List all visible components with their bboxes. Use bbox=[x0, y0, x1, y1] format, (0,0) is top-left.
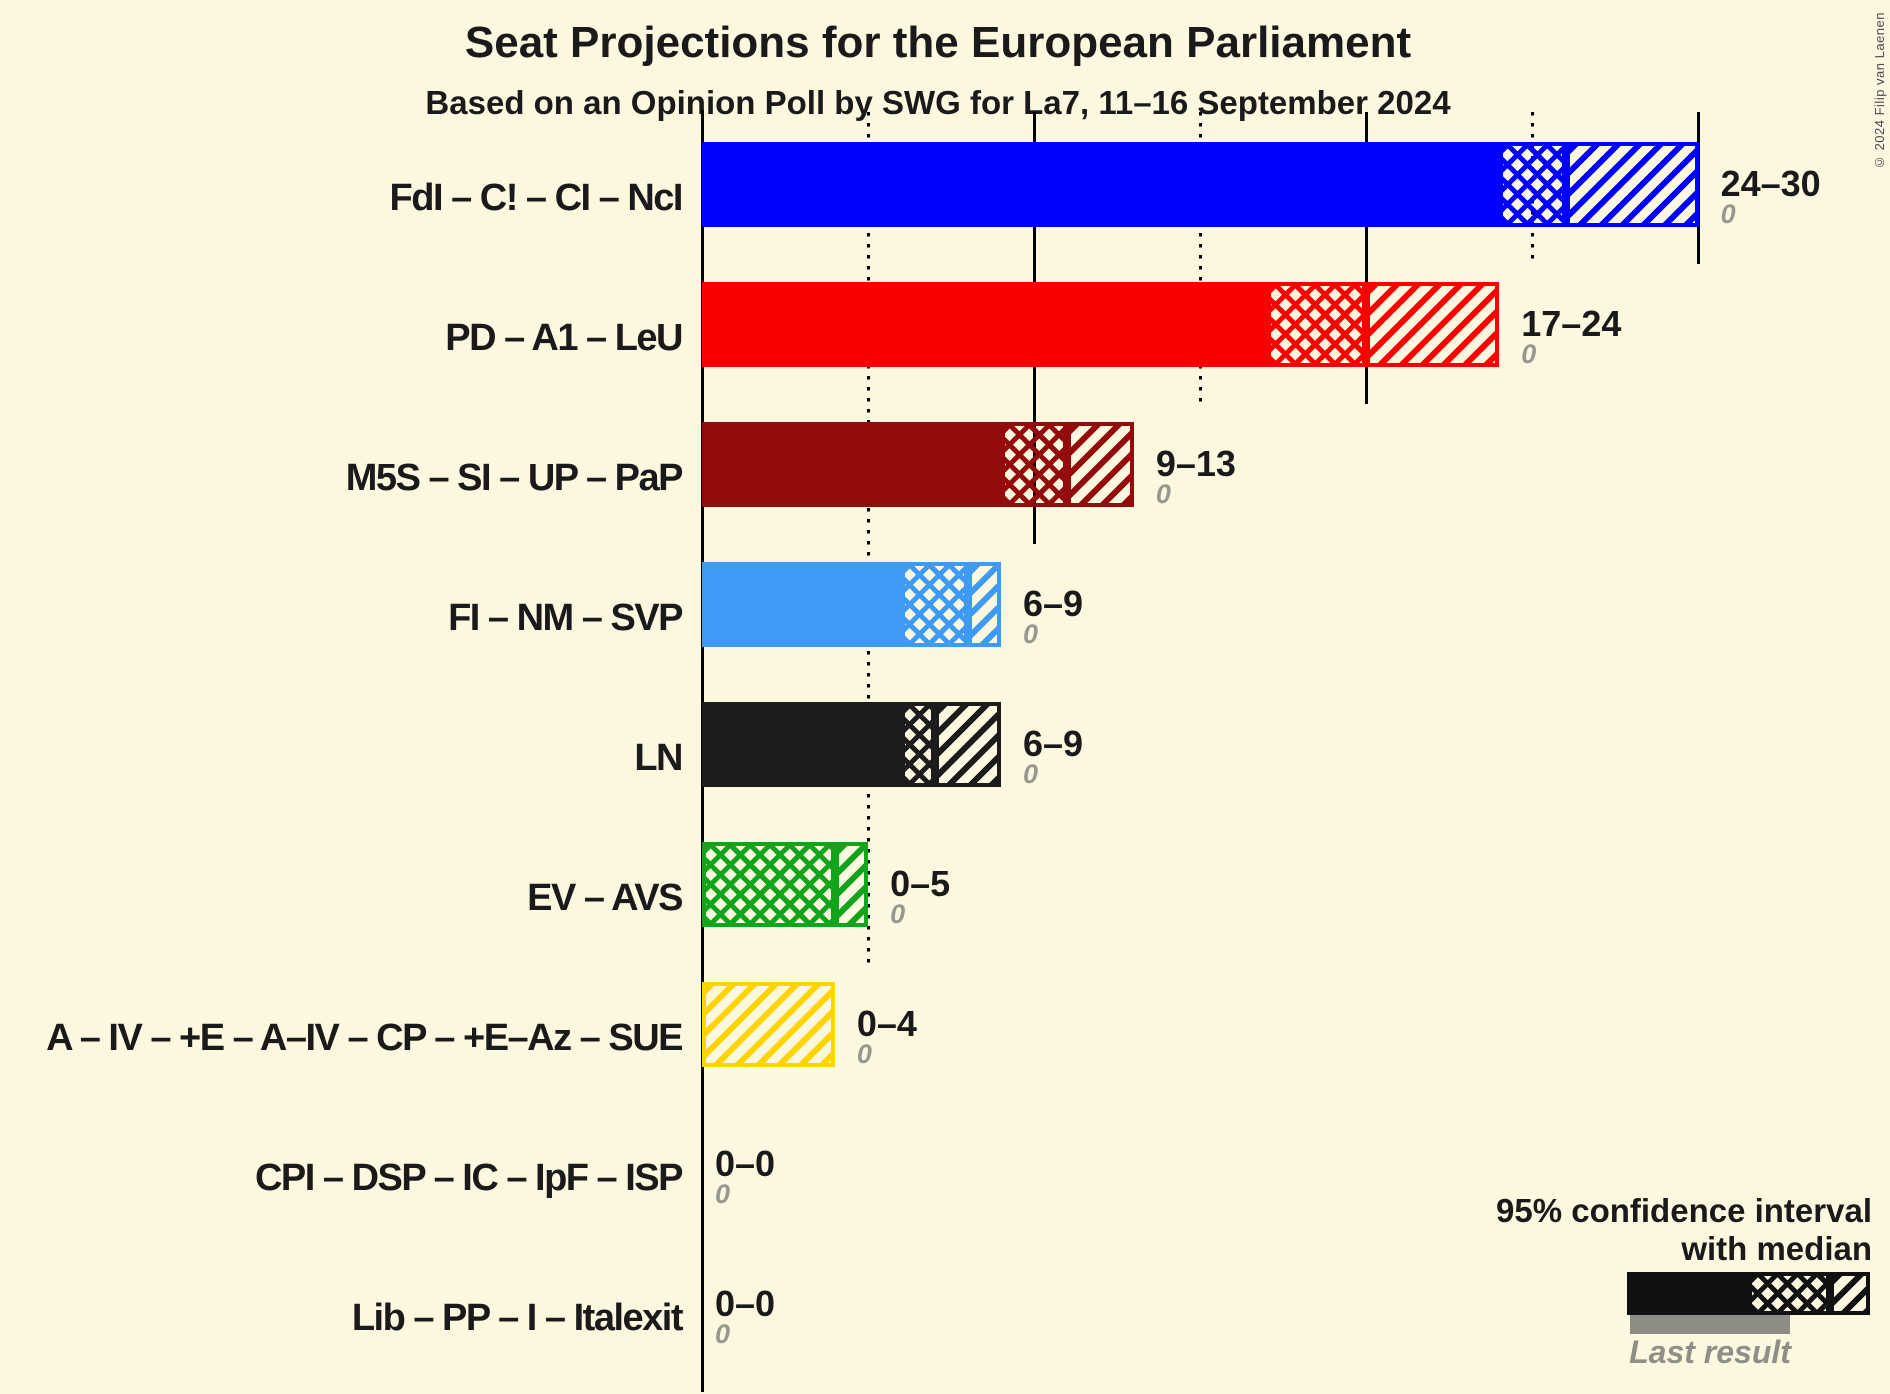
legend-solid-segment bbox=[1627, 1272, 1748, 1315]
last-result-value: 0 bbox=[1155, 479, 1171, 509]
bar-solid-ci-low bbox=[702, 702, 903, 787]
copyright-notice: © 2024 Filip van Laenen bbox=[1872, 12, 1887, 171]
bar-crosshatch-to-median bbox=[1000, 422, 1068, 507]
bar-diagonal-to-ci-high bbox=[1067, 422, 1134, 507]
bar-diagonal-to-ci-high bbox=[967, 562, 1001, 647]
legend-title-line2: with median bbox=[1681, 1230, 1872, 1267]
party-label: LN bbox=[634, 737, 683, 779]
page-subtitle: Based on an Opinion Poll by SWG for La7,… bbox=[425, 84, 1451, 121]
party-label: Lib – PP – I – Italexit bbox=[351, 1297, 684, 1339]
bar-diagonal-to-ci-high bbox=[934, 702, 1001, 787]
last-result-value: 0 bbox=[1022, 619, 1038, 649]
gridline-15-seats bbox=[1198, 112, 1202, 404]
gridline-20-seats bbox=[1364, 112, 1368, 404]
legend-title: 95% confidence interval with median bbox=[1496, 1192, 1872, 1268]
party-label: FI – NM – SVP bbox=[448, 597, 683, 639]
last-result-value: 0 bbox=[856, 1039, 872, 1069]
last-result-value: 0 bbox=[1720, 199, 1736, 229]
legend-title-line1: 95% confidence interval bbox=[1496, 1192, 1872, 1229]
bar-solid-ci-low bbox=[702, 562, 903, 647]
bar-crosshatch-to-median bbox=[901, 702, 935, 787]
last-result-value: 0 bbox=[1022, 759, 1038, 789]
last-result-value: 0 bbox=[890, 899, 906, 929]
ci-range-label: 6–9 bbox=[1022, 723, 1084, 764]
bar-diagonal-to-ci-high bbox=[702, 982, 835, 1067]
ci-range-label: 0–0 bbox=[715, 1283, 776, 1324]
bar-crosshatch-to-median bbox=[901, 562, 968, 647]
last-result-value: 0 bbox=[715, 1179, 731, 1209]
legend-diagonal-ci-segment bbox=[1830, 1272, 1870, 1315]
ci-range-label: 24–30 bbox=[1720, 163, 1821, 204]
ci-range-label: 0–5 bbox=[890, 863, 951, 904]
bar-solid-ci-low bbox=[702, 142, 1501, 227]
legend-last-result-bar bbox=[1630, 1315, 1790, 1334]
party-label: PD – A1 – LeU bbox=[445, 317, 683, 359]
ci-range-label: 0–0 bbox=[715, 1143, 776, 1184]
ci-range-label: 17–24 bbox=[1521, 303, 1622, 344]
legend-last-result-label: Last result bbox=[1629, 1334, 1791, 1370]
bar-crosshatch-to-median bbox=[1266, 282, 1367, 367]
party-label: EV – AVS bbox=[527, 877, 683, 919]
party-label: A – IV – +E – A–IV – CP – +E–Az – SUE bbox=[46, 1017, 683, 1059]
last-result-value: 0 bbox=[1521, 339, 1537, 369]
bar-crosshatch-to-median bbox=[1499, 142, 1566, 227]
ci-range-label: 0–4 bbox=[856, 1003, 917, 1044]
legend-sample-bar bbox=[1627, 1272, 1870, 1315]
bar-diagonal-to-ci-high bbox=[1366, 282, 1500, 367]
bar-solid-ci-low bbox=[702, 422, 1002, 507]
last-result-value: 0 bbox=[715, 1319, 731, 1349]
bar-diagonal-to-ci-high bbox=[1565, 142, 1699, 227]
gridline-30-seats bbox=[1697, 112, 1701, 264]
bar-solid-ci-low bbox=[702, 282, 1268, 367]
party-label: FdI – C! – CI – NcI bbox=[389, 177, 684, 219]
party-label: CPI – DSP – IC – IpF – ISP bbox=[254, 1157, 684, 1199]
gridline-5-seats bbox=[866, 112, 870, 964]
legend-crosshatch-median-segment bbox=[1748, 1272, 1830, 1315]
page-title: Seat Projections for the European Parlia… bbox=[464, 18, 1412, 67]
bar-crosshatch-to-median bbox=[702, 842, 835, 927]
bar-diagonal-to-ci-high bbox=[834, 842, 869, 927]
ci-range-label: 9–13 bbox=[1155, 443, 1236, 484]
ci-range-label: 6–9 bbox=[1022, 583, 1084, 624]
party-label: M5S – SI – UP – PaP bbox=[345, 457, 684, 499]
